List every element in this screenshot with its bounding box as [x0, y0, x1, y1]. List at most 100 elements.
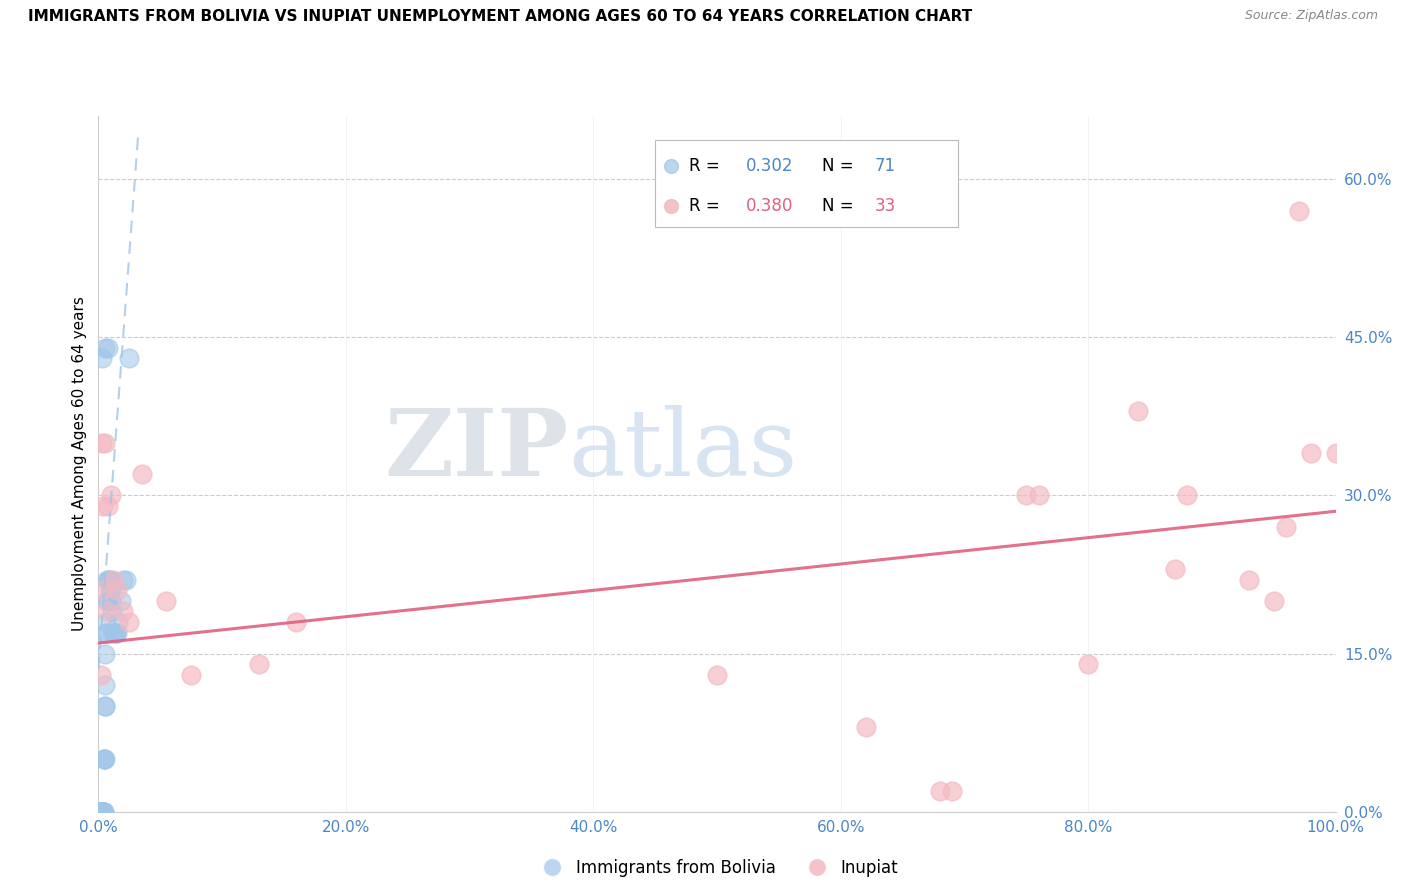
- Point: [105, 583, 128, 598]
- Point: [93, 752, 115, 766]
- Point: [1237, 573, 1260, 587]
- Text: R =: R =: [689, 197, 724, 215]
- Point: [90, 805, 112, 819]
- Point: [90, 805, 112, 819]
- Point: [90, 805, 112, 819]
- Point: [98, 573, 121, 587]
- Point: [247, 657, 270, 672]
- Point: [1299, 446, 1322, 460]
- Point: [112, 573, 135, 587]
- Text: IMMIGRANTS FROM BOLIVIA VS INUPIAT UNEMPLOYMENT AMONG AGES 60 TO 64 YEARS CORREL: IMMIGRANTS FROM BOLIVIA VS INUPIAT UNEMP…: [28, 9, 973, 24]
- Point: [928, 783, 950, 797]
- Point: [89, 805, 111, 819]
- Point: [93, 341, 115, 355]
- Point: [1028, 488, 1050, 502]
- Text: 0.302: 0.302: [745, 157, 793, 175]
- Point: [101, 604, 124, 618]
- Point: [1175, 488, 1198, 502]
- Point: [1275, 520, 1298, 534]
- Point: [90, 805, 112, 819]
- Point: [155, 594, 177, 608]
- Point: [90, 805, 112, 819]
- Point: [91, 805, 114, 819]
- Point: [89, 805, 111, 819]
- Point: [89, 805, 111, 819]
- Point: [89, 805, 111, 819]
- Text: 33: 33: [875, 197, 896, 215]
- Point: [105, 625, 128, 640]
- Point: [93, 699, 115, 714]
- Point: [89, 805, 111, 819]
- Point: [91, 805, 114, 819]
- Point: [93, 805, 115, 819]
- Point: [91, 805, 114, 819]
- Point: [91, 805, 114, 819]
- Point: [285, 615, 308, 629]
- Point: [89, 805, 111, 819]
- Point: [89, 805, 111, 819]
- Point: [96, 594, 118, 608]
- Point: [97, 594, 120, 608]
- Point: [94, 699, 117, 714]
- Text: N =: N =: [823, 197, 859, 215]
- Point: [93, 805, 115, 819]
- Text: 0.380: 0.380: [745, 197, 793, 215]
- Point: [89, 805, 111, 819]
- Point: [100, 583, 122, 598]
- Point: [91, 805, 114, 819]
- Point: [91, 805, 114, 819]
- Point: [90, 805, 112, 819]
- Point: [93, 499, 115, 513]
- Point: [91, 805, 114, 819]
- Point: [98, 573, 121, 587]
- Point: [110, 594, 132, 608]
- Text: Source: ZipAtlas.com: Source: ZipAtlas.com: [1244, 9, 1378, 22]
- Point: [104, 625, 127, 640]
- Text: 71: 71: [875, 157, 896, 175]
- Text: atlas: atlas: [568, 405, 797, 495]
- Point: [93, 435, 115, 450]
- Point: [93, 805, 115, 819]
- Point: [93, 805, 115, 819]
- Point: [131, 467, 153, 482]
- Point: [93, 752, 115, 766]
- Point: [1324, 446, 1347, 460]
- Point: [90, 805, 112, 819]
- Point: [89, 805, 111, 819]
- Point: [1164, 562, 1187, 576]
- Point: [1015, 488, 1038, 502]
- Point: [103, 625, 125, 640]
- Point: [107, 615, 129, 629]
- Point: [91, 805, 114, 819]
- Point: [90, 667, 112, 681]
- Point: [118, 615, 141, 629]
- Point: [100, 488, 122, 502]
- Point: [103, 625, 125, 640]
- Point: [97, 573, 120, 587]
- Point: [91, 351, 114, 366]
- Point: [1263, 594, 1285, 608]
- Point: [90, 805, 112, 819]
- Point: [114, 573, 136, 587]
- Point: [90, 805, 112, 819]
- Point: [100, 594, 122, 608]
- Point: [91, 435, 114, 450]
- FancyBboxPatch shape: [655, 140, 959, 227]
- Point: [94, 678, 117, 692]
- Point: [91, 805, 114, 819]
- Point: [98, 583, 121, 598]
- Point: [1077, 657, 1099, 672]
- Point: [94, 647, 117, 661]
- Point: [103, 573, 125, 587]
- Point: [89, 805, 111, 819]
- Text: R =: R =: [689, 157, 724, 175]
- Point: [112, 604, 135, 618]
- Point: [91, 583, 114, 598]
- Point: [97, 499, 120, 513]
- Point: [94, 625, 117, 640]
- Point: [87, 805, 110, 819]
- Point: [93, 752, 115, 766]
- Point: [180, 667, 202, 681]
- Point: [89, 805, 111, 819]
- Point: [96, 615, 118, 629]
